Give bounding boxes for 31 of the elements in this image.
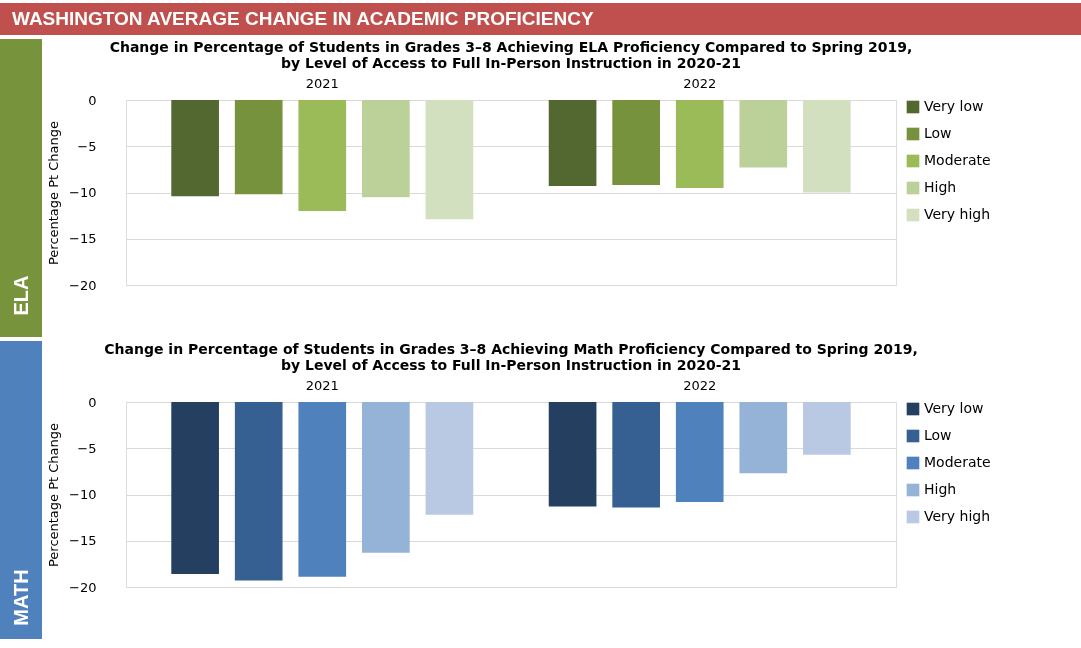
legend-label: Very low [924,400,984,416]
y-tick-label: −20 [69,579,97,595]
chart-title: Change in Percentage of Students in Grades 3–8 Achieving Math Proficiency Compared to Spring 2019, by Level of Access to Full In-Person Instruction in 2020-21 [104,341,918,373]
y-tick-label: −5 [77,138,97,154]
legend-label: Very low [924,98,984,114]
y-tick-label: −20 [69,277,97,293]
x-tick-label: 2022 [683,377,717,393]
legend-label: High [924,481,957,497]
text: MATH [9,568,33,628]
legend-label: Very high [924,206,991,222]
legend-label: High [924,179,957,195]
y-axis-title: Percentage Pt Change [46,422,62,568]
x-tick-label: 2021 [305,75,339,91]
y-tick-label: −10 [69,487,97,502]
x-tick-label: 2022 [683,75,717,91]
y-tick-label: −15 [69,533,97,549]
y-axis-title: Percentage Pt Change [46,120,62,266]
legend-label: Moderate [924,152,991,168]
y-tick-label: −15 [69,231,97,247]
y-tick-label: −5 [77,440,97,456]
legend-label: Very high [924,508,991,524]
x-tick-label: 2021 [305,377,339,393]
legend-label: Moderate [924,454,991,470]
chart-title: Change in Percentage of Students in Grades 3–8 Achieving ELA Proficiency Compared to Spring 2019, by Level of Access to Full In-Person Instruction in 2020-21 [109,39,913,71]
legend-label: Low [924,125,952,141]
y-tick-label: 0 [88,92,97,108]
y-tick-label: 0 [88,394,97,410]
legend-label: Low [924,427,952,443]
text: ELA [9,274,33,318]
text: WASHINGTON AVERAGE CHANGE IN ACADEMIC PROFICIENCY [0,3,1081,35]
y-tick-label: −10 [69,185,97,200]
